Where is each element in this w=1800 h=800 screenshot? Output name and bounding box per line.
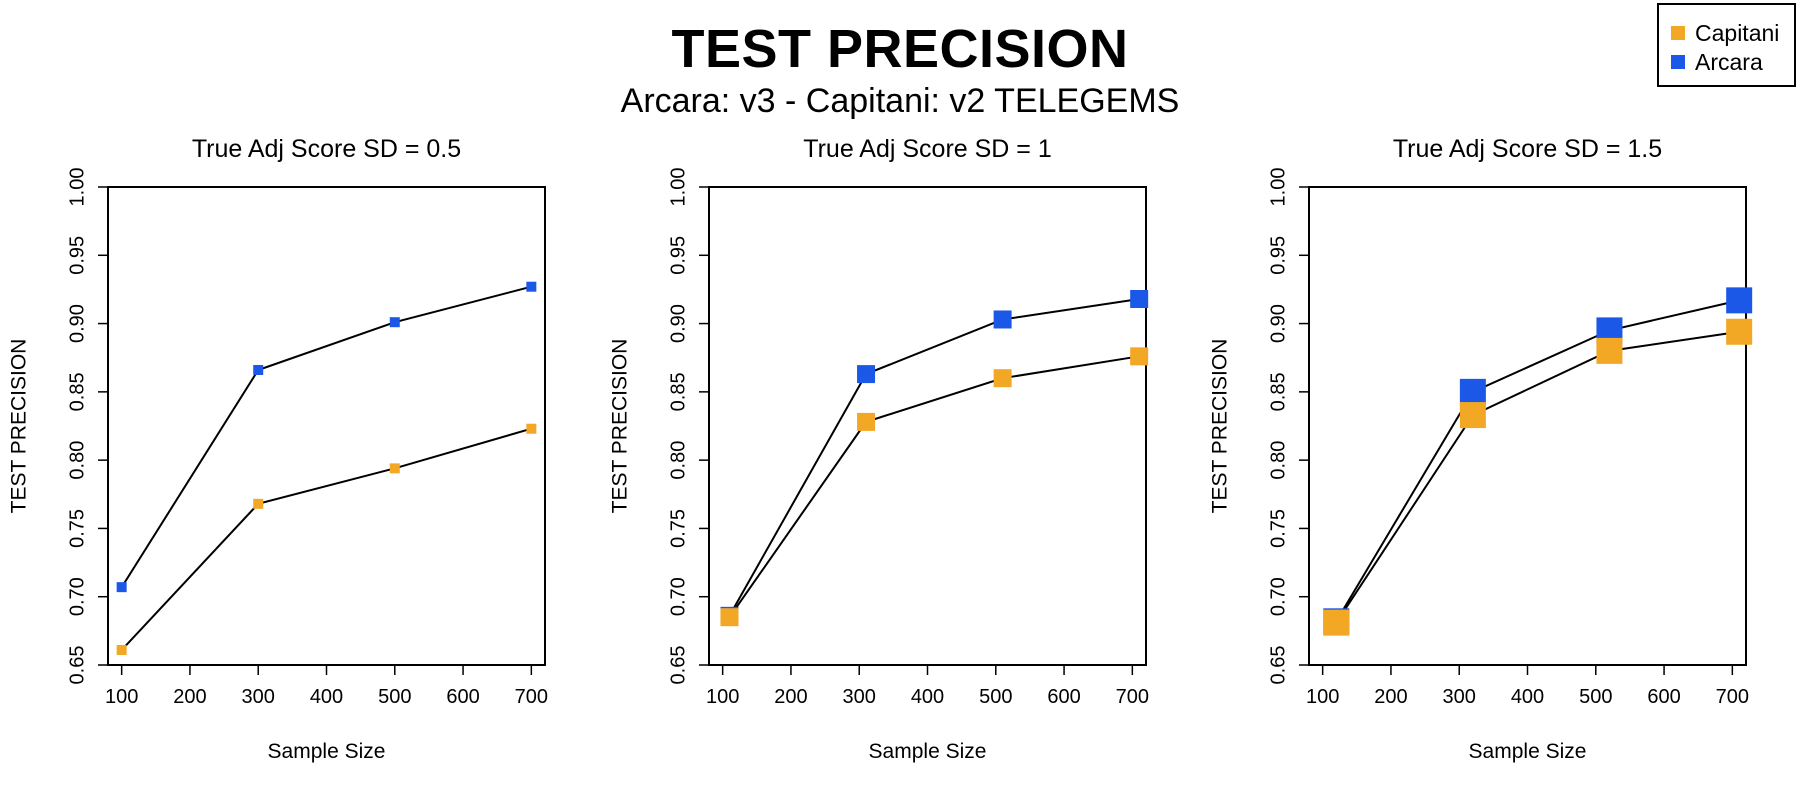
panel-3-line-arcara — [1335, 299, 1740, 622]
panel-1-point-capitani — [389, 463, 400, 474]
panel-1-x-tick-label: 700 — [515, 686, 548, 708]
panel-3-y-tick-label: 1.00 — [1267, 168, 1289, 207]
panel-2-x-tick-label: 100 — [706, 686, 739, 708]
panel-3-x-tick-label: 300 — [1443, 686, 1476, 708]
panel-1-x-tick-label: 600 — [446, 686, 479, 708]
panel-3-plot-frame — [1308, 186, 1747, 666]
panel-1-y-tick-label: 0.75 — [66, 509, 88, 548]
panel-3-y-tick-label: 0.70 — [1267, 577, 1289, 616]
panel-2-title: True Adj Score SD = 1 — [803, 135, 1052, 163]
panel-1-point-arcara — [116, 582, 127, 593]
panel-1-y-tick-label: 0.85 — [66, 372, 88, 411]
panel-1-y-axis-label: TEST PRECISION — [8, 339, 31, 514]
legend-item-capitani: Capitani — [1671, 19, 1779, 47]
panel-3-x-axis-label: Sample Size — [1469, 740, 1587, 763]
panel-2-y-tick-label: 0.80 — [667, 441, 689, 480]
panel-3-y-tick-label: 0.85 — [1267, 372, 1289, 411]
panel-3-point-capitani — [1726, 318, 1753, 345]
panel-2-x-tick-label: 300 — [843, 686, 876, 708]
panel-2-point-arcara — [1130, 289, 1149, 308]
panel-1-x-tick-label: 100 — [105, 686, 138, 708]
panel-2-y-axis-label: TEST PRECISION — [609, 339, 632, 514]
panel-1-y-tick-label: 0.70 — [66, 577, 88, 616]
panel-2-x-axis-label: Sample Size — [869, 740, 987, 763]
panel-1-point-arcara — [526, 281, 537, 292]
panel-3-title: True Adj Score SD = 1.5 — [1393, 135, 1662, 163]
panel-1-point-capitani — [526, 423, 537, 434]
panel-2-y-tick-label: 0.75 — [667, 509, 689, 548]
panel-1-y-tick-label: 0.65 — [66, 646, 88, 685]
panel-2-x-tick-label: 500 — [979, 686, 1012, 708]
panel-2-y-tick-label: 0.85 — [667, 372, 689, 411]
panel-2-point-arcara — [993, 310, 1012, 329]
legend-swatch-arcara — [1671, 55, 1685, 69]
panel-3-y-axis-label: TEST PRECISION — [1209, 339, 1232, 514]
panel-1-x-axis-label: Sample Size — [268, 740, 386, 763]
panel-3-y-tick-label: 0.95 — [1267, 236, 1289, 275]
page-subtitle: Arcara: v3 - Capitani: v2 TELEGEMS — [620, 82, 1180, 120]
panel-2-y-tick-label: 0.70 — [667, 577, 689, 616]
panel-1-point-arcara — [253, 365, 264, 376]
panel-3-x-tick-label: 100 — [1306, 686, 1339, 708]
panel-1-y-tick-label: 0.80 — [66, 441, 88, 480]
panel-1-y-tick-label: 0.90 — [66, 304, 88, 343]
panel-1-x-tick-label: 200 — [173, 686, 206, 708]
panel-2-x-tick-label: 200 — [774, 686, 807, 708]
panel-2-line-arcara — [728, 298, 1140, 617]
panel-3-x-tick-label: 400 — [1511, 686, 1544, 708]
panel-2-x-tick-label: 400 — [911, 686, 944, 708]
panel-1-point-capitani — [116, 644, 127, 655]
page-title: TEST PRECISION — [671, 19, 1129, 79]
panel-2-point-capitani — [993, 369, 1012, 388]
panel-2-y-tick-label: 0.95 — [667, 236, 689, 275]
panel-3-point-arcara — [1726, 287, 1753, 314]
panel-2-point-capitani — [857, 412, 876, 431]
panel-1-x-tick-label: 500 — [378, 686, 411, 708]
panel-1-y-tick-label: 0.95 — [66, 236, 88, 275]
legend: Capitani Arcara — [1657, 3, 1796, 87]
legend-swatch-capitani — [1671, 26, 1685, 40]
panel-1-title: True Adj Score SD = 0.5 — [192, 135, 461, 163]
panel-3-y-tick-label: 0.90 — [1267, 304, 1289, 343]
panel-2-point-capitani — [720, 608, 739, 627]
panel-2-y-tick-label: 0.65 — [667, 646, 689, 685]
panel-2-point-capitani — [1130, 347, 1149, 366]
panel-3-point-arcara — [1459, 378, 1486, 405]
panel-3-y-tick-label: 0.65 — [1267, 646, 1289, 685]
panel-3-x-tick-label: 600 — [1647, 686, 1680, 708]
panel-3-y-tick-label: 0.80 — [1267, 441, 1289, 480]
panel-1-point-capitani — [253, 498, 264, 509]
panel-3-point-capitani — [1459, 402, 1486, 429]
panel-2-y-tick-label: 0.90 — [667, 304, 689, 343]
panel-1-line-arcara — [120, 285, 532, 588]
panel-3-x-tick-label: 700 — [1716, 686, 1749, 708]
panel-1-line-capitani — [120, 427, 532, 651]
panel-3-line-capitani — [1335, 330, 1740, 624]
panel-3-x-tick-label: 200 — [1374, 686, 1407, 708]
legend-item-arcara: Arcara — [1671, 48, 1763, 76]
legend-label-arcara: Arcara — [1695, 48, 1763, 75]
panel-2-line-capitani — [728, 355, 1140, 618]
panel-1-y-tick-label: 1.00 — [66, 168, 88, 207]
panel-1-x-tick-label: 400 — [310, 686, 343, 708]
panel-3-y-tick-label: 0.75 — [1267, 509, 1289, 548]
panel-3-point-capitani — [1596, 337, 1623, 364]
panel-1-x-tick-label: 300 — [242, 686, 275, 708]
panel-2-point-arcara — [857, 365, 876, 384]
panel-1-point-arcara — [389, 317, 400, 328]
panel-2-x-tick-label: 600 — [1047, 686, 1080, 708]
panel-2-y-tick-label: 1.00 — [667, 168, 689, 207]
panel-2-plot-frame — [708, 186, 1147, 666]
panel-3-point-capitani — [1323, 609, 1350, 636]
legend-label-capitani: Capitani — [1695, 19, 1780, 46]
panel-3-x-tick-label: 500 — [1579, 686, 1612, 708]
panel-2-x-tick-label: 700 — [1116, 686, 1149, 708]
